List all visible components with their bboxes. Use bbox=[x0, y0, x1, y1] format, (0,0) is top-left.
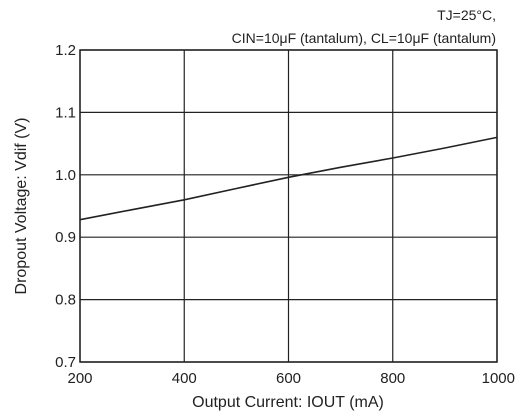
y-tick-label: 0.7 bbox=[55, 354, 76, 371]
x-axis-title: Output Current: IOUT (mA) bbox=[192, 394, 384, 411]
plot-frame bbox=[79, 49, 498, 363]
y-tick-label: 1.2 bbox=[55, 42, 76, 59]
x-tick-labels: 200 400 600 800 1000 bbox=[67, 370, 515, 387]
y-tick-labels: 0.7 0.8 0.9 1.0 1.1 1.2 bbox=[55, 42, 76, 371]
x-tick-label: 1000 bbox=[482, 370, 515, 387]
y-tick-label: 1.0 bbox=[55, 167, 76, 184]
y-axis-title: Dropout Voltage: Vdif (V) bbox=[13, 118, 30, 295]
y-tick-label: 1.1 bbox=[55, 104, 76, 121]
annotation-temperature: TJ=25°C, bbox=[437, 7, 496, 23]
x-tick-label: 200 bbox=[67, 370, 92, 387]
x-tick-label: 600 bbox=[276, 370, 301, 387]
y-tick-label: 0.8 bbox=[55, 292, 76, 309]
x-tick-label: 400 bbox=[172, 370, 197, 387]
annotation-capacitors: CIN=10μF (tantalum), CL=10μF (tantalum) bbox=[232, 30, 496, 46]
series-line bbox=[79, 136, 498, 221]
grid bbox=[79, 49, 498, 363]
y-tick-label: 0.9 bbox=[55, 229, 76, 246]
x-tick-label: 800 bbox=[380, 370, 405, 387]
